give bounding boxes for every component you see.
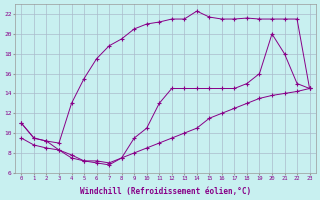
X-axis label: Windchill (Refroidissement éolien,°C): Windchill (Refroidissement éolien,°C)	[80, 187, 251, 196]
